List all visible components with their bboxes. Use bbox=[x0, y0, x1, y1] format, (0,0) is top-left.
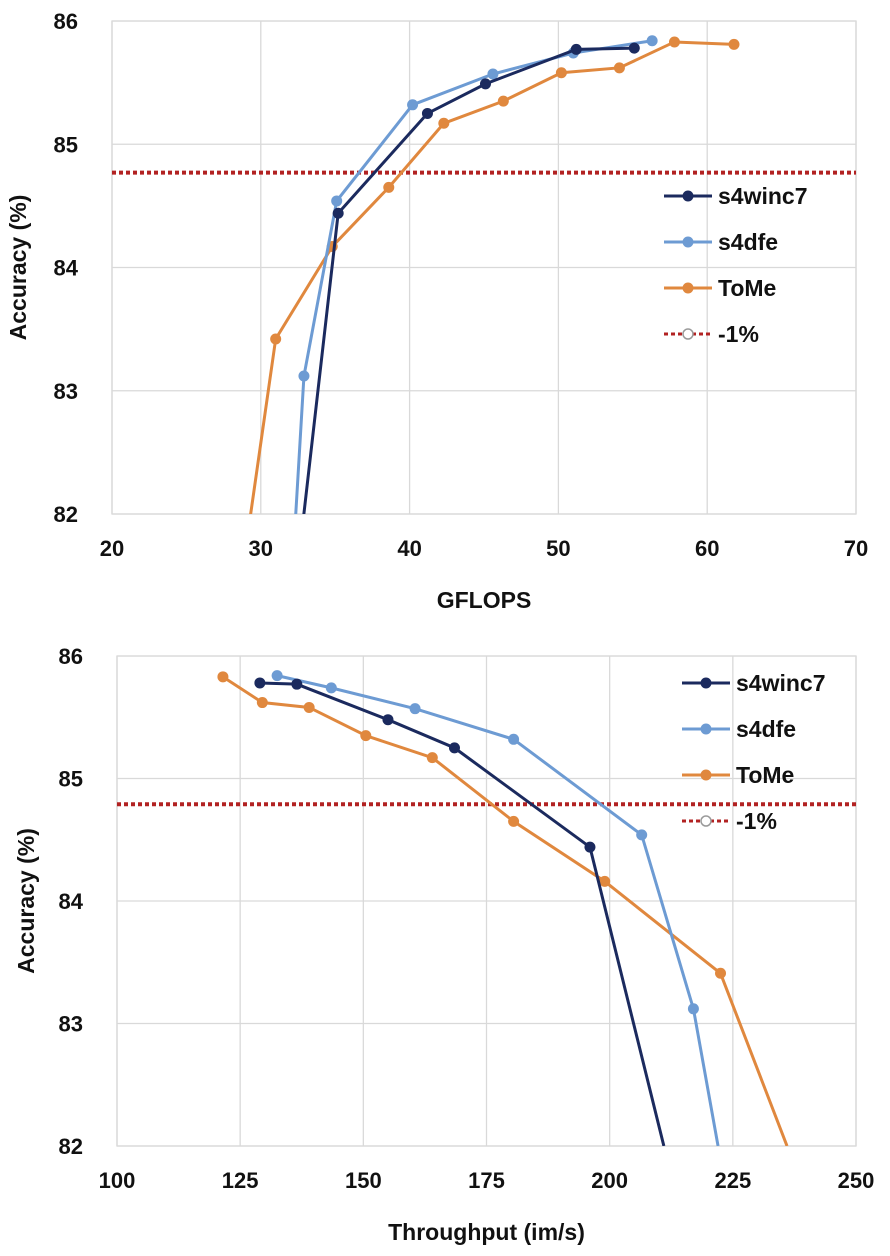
data-point-s4dfe bbox=[331, 195, 343, 207]
series-line-s4winc7 bbox=[259, 681, 666, 1146]
series-line-tome bbox=[222, 675, 789, 1146]
x-axis-title: GFLOPS bbox=[437, 587, 532, 613]
data-point-s4winc7 bbox=[584, 841, 596, 853]
legend-label: s4winc7 bbox=[736, 670, 826, 696]
data-point-s4winc7 bbox=[291, 678, 303, 690]
plot-area-border bbox=[111, 20, 857, 515]
data-point-s4dfe bbox=[298, 370, 310, 382]
y-tick-label: 86 bbox=[59, 644, 83, 669]
data-point-s4winc7 bbox=[448, 742, 460, 754]
x-tick-label: 70 bbox=[844, 536, 868, 561]
y-tick-label: 85 bbox=[54, 132, 78, 157]
series-group bbox=[217, 670, 789, 1146]
data-point-s4winc7 bbox=[382, 714, 394, 726]
data-point-s4winc7 bbox=[628, 42, 640, 54]
plot-area-border bbox=[116, 655, 857, 1147]
legend-marker-s4dfe bbox=[700, 723, 712, 735]
y-tick-label: 83 bbox=[54, 379, 78, 404]
data-point-tome bbox=[599, 875, 611, 887]
legend-label: -1% bbox=[736, 808, 777, 834]
x-tick-label: 20 bbox=[100, 536, 124, 561]
data-point-s4dfe bbox=[271, 670, 283, 682]
data-point-tome bbox=[555, 67, 567, 79]
data-point-s4winc7 bbox=[421, 107, 433, 119]
legend-label: s4winc7 bbox=[718, 183, 808, 209]
legend: s4winc7 s4dfe ToMe -1% bbox=[682, 670, 826, 834]
y-tick-label: 82 bbox=[59, 1134, 83, 1159]
x-axis-title: Throughput (im/s) bbox=[388, 1219, 585, 1245]
x-tick-label: 225 bbox=[714, 1168, 751, 1193]
data-point-s4winc7 bbox=[479, 78, 491, 90]
legend-label: ToMe bbox=[718, 275, 776, 301]
data-point-s4dfe bbox=[487, 68, 499, 80]
y-tick-label: 83 bbox=[59, 1012, 83, 1037]
data-point-s4dfe bbox=[636, 829, 648, 841]
x-tick-label: 200 bbox=[591, 1168, 628, 1193]
series-line-s4dfe bbox=[276, 674, 720, 1146]
data-point-s4winc7 bbox=[570, 43, 582, 55]
legend-marker-ref bbox=[700, 815, 712, 827]
data-point-s4dfe bbox=[508, 733, 520, 745]
data-point-tome bbox=[303, 701, 315, 713]
data-point-s4dfe bbox=[325, 682, 337, 694]
x-tick-label: 60 bbox=[695, 536, 719, 561]
data-point-tome bbox=[217, 671, 229, 683]
data-point-tome bbox=[613, 62, 625, 74]
x-tick-label: 125 bbox=[222, 1168, 259, 1193]
legend-marker-tome bbox=[700, 769, 712, 781]
legend-label: s4dfe bbox=[736, 716, 796, 742]
x-tick-label: 150 bbox=[345, 1168, 382, 1193]
data-point-s4winc7 bbox=[332, 207, 344, 219]
legend-marker-ref bbox=[682, 328, 694, 340]
data-point-tome bbox=[728, 38, 740, 50]
y-tick-label: 82 bbox=[54, 502, 78, 527]
data-point-tome bbox=[668, 36, 680, 48]
legend-marker-s4winc7 bbox=[700, 677, 712, 689]
x-tick-label: 30 bbox=[249, 536, 273, 561]
data-point-s4dfe bbox=[409, 703, 421, 715]
x-tick-label: 50 bbox=[546, 536, 570, 561]
series-line-tome bbox=[249, 40, 735, 514]
series-group bbox=[249, 35, 740, 514]
throughput-accuracy-chart: 100 125 150 175 200 225 250 82 83 84 85 86 Throughpu… bbox=[13, 644, 875, 1245]
data-point-tome bbox=[383, 181, 395, 193]
x-tick-label: 175 bbox=[468, 1168, 505, 1193]
data-point-tome bbox=[497, 95, 509, 107]
legend-label: s4dfe bbox=[718, 229, 778, 255]
data-point-tome bbox=[438, 117, 450, 129]
data-point-tome bbox=[426, 752, 438, 764]
data-point-tome bbox=[715, 967, 727, 979]
data-point-tome bbox=[508, 815, 520, 827]
x-tick-label: 100 bbox=[99, 1168, 136, 1193]
legend-marker-s4winc7 bbox=[682, 190, 694, 202]
data-point-s4dfe bbox=[687, 1003, 699, 1015]
legend-label: ToMe bbox=[736, 762, 794, 788]
data-point-s4winc7 bbox=[254, 677, 266, 689]
data-point-tome bbox=[270, 333, 282, 345]
data-point-s4dfe bbox=[407, 99, 419, 111]
legend: s4winc7 s4dfe ToMe -1% bbox=[664, 183, 808, 347]
gflops-accuracy-chart: 20 30 40 50 60 70 82 83 84 85 86 GFLOPS Accuracy (%)… bbox=[5, 9, 868, 613]
legend-marker-tome bbox=[682, 282, 694, 294]
x-tick-label: 40 bbox=[397, 536, 421, 561]
data-point-tome bbox=[256, 697, 268, 709]
y-tick-label: 86 bbox=[54, 9, 78, 34]
series-line-s4winc7 bbox=[302, 46, 635, 514]
legend-label: -1% bbox=[718, 321, 759, 347]
legend-marker-s4dfe bbox=[682, 236, 694, 248]
data-point-s4dfe bbox=[646, 35, 658, 47]
x-tick-label: 250 bbox=[838, 1168, 875, 1193]
y-axis-title: Accuracy (%) bbox=[5, 195, 31, 341]
y-tick-label: 84 bbox=[54, 256, 79, 281]
data-point-tome bbox=[360, 730, 372, 742]
y-tick-label: 85 bbox=[59, 767, 83, 792]
y-tick-label: 84 bbox=[59, 889, 84, 914]
y-axis-title: Accuracy (%) bbox=[13, 828, 39, 974]
